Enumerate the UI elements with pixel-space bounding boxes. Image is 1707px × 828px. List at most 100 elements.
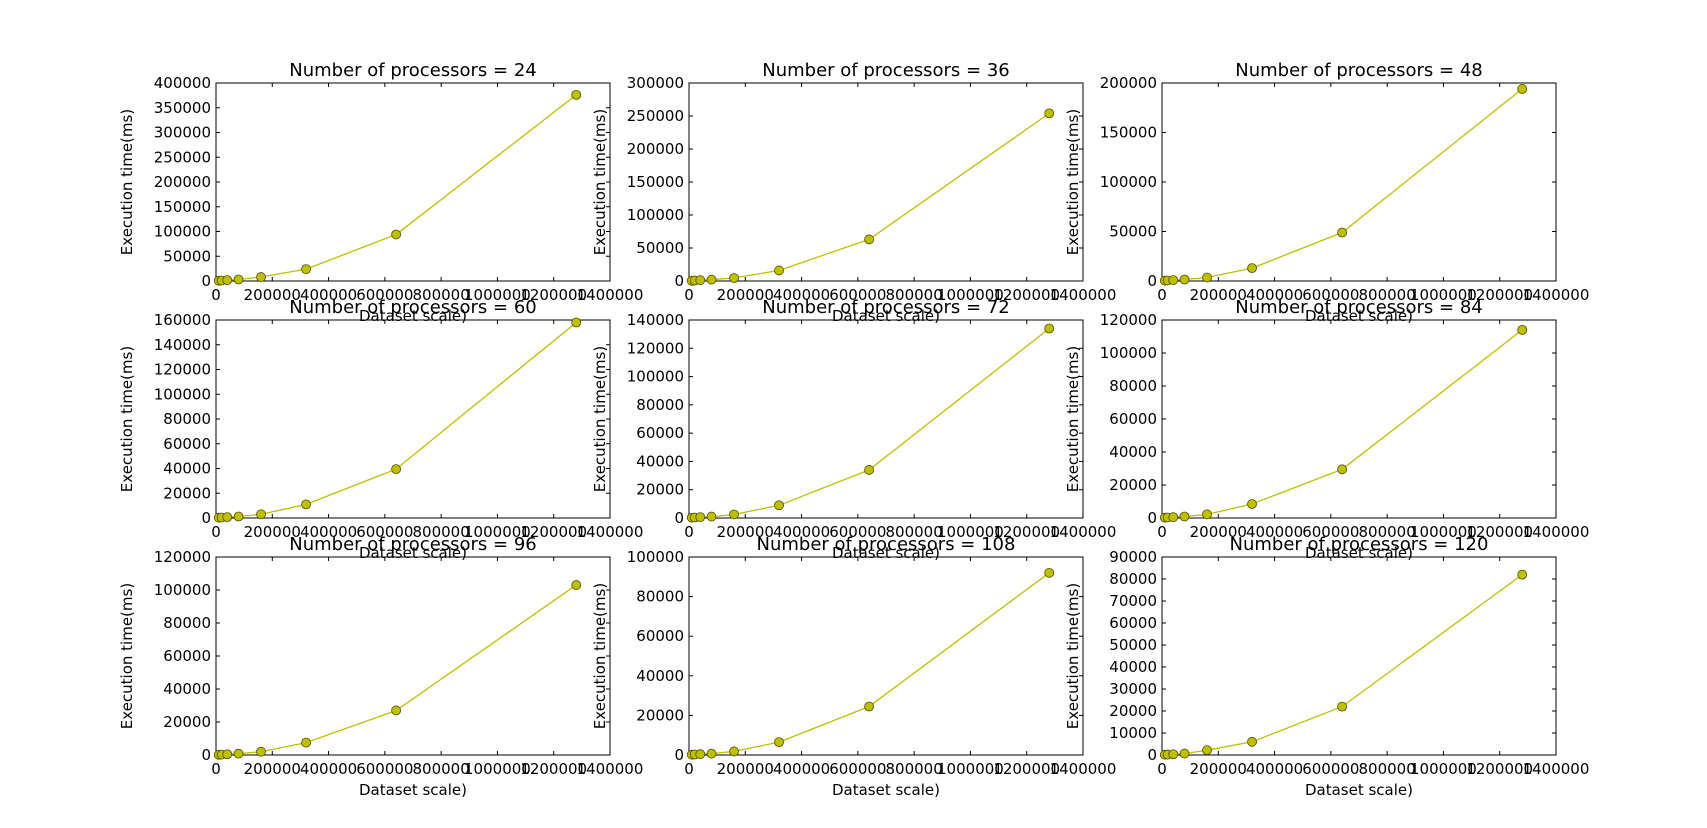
x-tick-label: 200000 [1190, 523, 1247, 541]
y-tick-label: 0 [201, 272, 211, 290]
data-point [1517, 324, 1528, 335]
data-point [256, 509, 266, 520]
series-line [218, 94, 577, 282]
data-point [1202, 509, 1212, 520]
y-tick-label: 0 [201, 746, 211, 764]
y-tick-label: 60000 [1109, 614, 1157, 632]
data-point [774, 265, 784, 276]
y-tick-label: 100000 [1100, 173, 1157, 191]
y-tick-label: 80000 [636, 396, 684, 414]
y-tick-label: 80000 [163, 614, 211, 632]
x-tick-label: 1000000 [1410, 760, 1477, 778]
data-point [1179, 274, 1190, 285]
plot-frame [1161, 556, 1557, 756]
data-point [1517, 84, 1528, 94]
data-point [1044, 323, 1055, 334]
data-point [1247, 499, 1257, 509]
subplot: 0 200000 400000 600000 800000100000012000001… [591, 297, 1116, 562]
x-tick-label: 400000 [773, 760, 830, 778]
subplot: 0 200000 400000 600000 800000100000012000001… [591, 60, 1116, 325]
data-point [1337, 464, 1348, 475]
plot-frame [215, 556, 611, 756]
data-point [729, 273, 739, 283]
y-tick-label: 100000 [154, 223, 211, 241]
y-tick-label: 40000 [163, 680, 211, 698]
x-tick-label: 200000 [244, 760, 301, 778]
x-tick-label: 1000000 [937, 286, 1004, 304]
x-tick-label: 1000000 [1410, 523, 1477, 541]
x-tick-label: 0 [211, 760, 221, 778]
y-tick-label: 80000 [1109, 377, 1157, 395]
series-line [691, 327, 1050, 519]
y-tick-label: 250000 [627, 107, 684, 125]
plot-frame [688, 556, 1084, 756]
y-tick-label: 60000 [636, 627, 684, 645]
x-axis-label: Dataset scale) [359, 781, 467, 799]
y-tick-label: 120000 [1100, 311, 1157, 329]
data-point [1168, 512, 1179, 523]
subplot: 0 200000 400000 600000 800000100000012000001… [118, 60, 643, 325]
x-tick-label: 1400000 [1050, 760, 1117, 778]
subplot: 0 200000 400000 600000 800000100000012000001… [118, 297, 643, 562]
x-tick-label: 1000000 [937, 523, 1004, 541]
x-tick-label: 0 [1157, 523, 1167, 541]
plot-frame [688, 82, 1084, 282]
data-point [864, 234, 875, 245]
series-line [1164, 88, 1523, 282]
data-point [1202, 272, 1212, 283]
y-tick-label: 100000 [1100, 344, 1157, 362]
x-axis-label: Dataset scale) [832, 781, 940, 799]
data-point [222, 275, 233, 286]
data-point [1179, 511, 1190, 522]
y-tick-label: 60000 [1109, 410, 1157, 428]
plot-frame [688, 319, 1084, 519]
x-tick-label: 1200000 [993, 286, 1060, 304]
data-point [391, 229, 402, 240]
x-tick-label: 600000 [356, 286, 413, 304]
x-tick-label: 400000 [300, 286, 357, 304]
y-tick-label: 50000 [636, 239, 684, 257]
y-tick-label: 200000 [1100, 74, 1157, 92]
y-tick-label: 100000 [627, 548, 684, 566]
data-point [729, 746, 739, 757]
data-point [222, 749, 233, 760]
y-tick-label: 0 [1147, 746, 1157, 764]
y-tick-label: 100000 [154, 581, 211, 599]
y-axis-label: Execution time(ms) [118, 346, 136, 492]
data-point [301, 737, 311, 748]
x-tick-label: 400000 [300, 523, 357, 541]
x-tick-label: 1000000 [937, 760, 1004, 778]
y-tick-label: 100000 [627, 206, 684, 224]
y-axis-label: Execution time(ms) [1064, 346, 1082, 492]
x-tick-label: 0 [211, 523, 221, 541]
y-tick-label: 200000 [154, 173, 211, 191]
x-tick-label: 1200000 [1466, 286, 1533, 304]
x-tick-label: 1400000 [1523, 286, 1590, 304]
y-tick-label: 40000 [1109, 658, 1157, 676]
data-point [1044, 108, 1055, 119]
y-tick-label: 40000 [163, 460, 211, 478]
series-line [1164, 574, 1523, 756]
y-tick-label: 80000 [636, 588, 684, 606]
subplot: 0 200000 400000 600000 800000100000012000001… [591, 534, 1116, 799]
x-tick-label: 800000 [886, 286, 943, 304]
y-tick-label: 120000 [154, 548, 211, 566]
y-tick-label: 50000 [1109, 636, 1157, 654]
y-tick-label: 0 [1147, 272, 1157, 290]
data-point [233, 748, 244, 759]
y-axis-label: Execution time(ms) [118, 109, 136, 255]
x-tick-label: 1200000 [520, 760, 587, 778]
data-point [1202, 745, 1212, 756]
y-tick-label: 150000 [1100, 124, 1157, 142]
x-tick-label: 1400000 [577, 760, 644, 778]
data-point [256, 746, 266, 757]
subplot-title: Number of processors = 72 [762, 297, 1010, 318]
subplot: 0 200000 400000 600000 800000100000012000001… [118, 534, 643, 799]
data-point [695, 512, 706, 523]
x-tick-label: 0 [684, 523, 694, 541]
data-point [774, 737, 784, 748]
y-tick-label: 60000 [636, 424, 684, 442]
x-tick-label: 800000 [413, 286, 470, 304]
x-tick-label: 1200000 [1466, 523, 1533, 541]
